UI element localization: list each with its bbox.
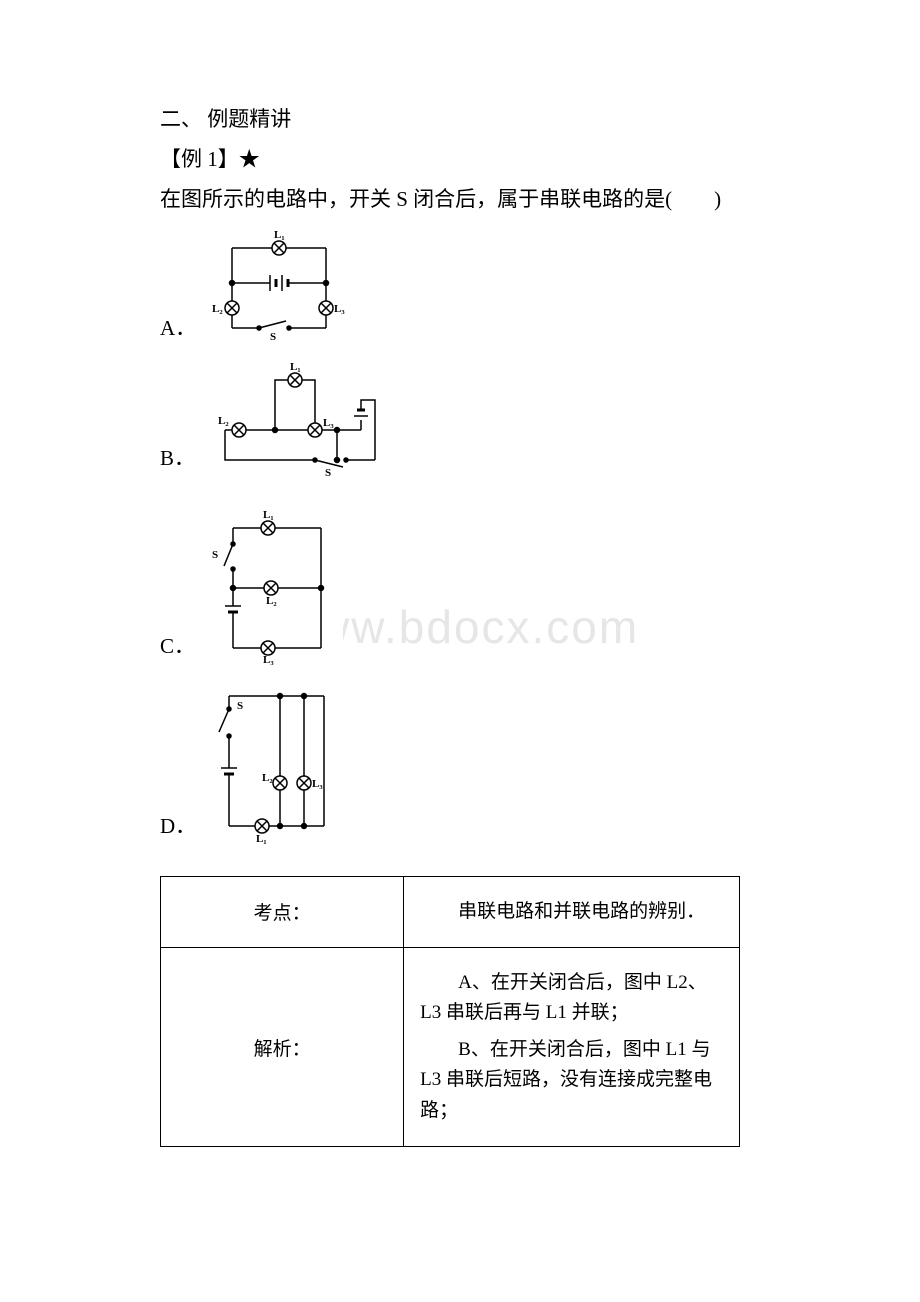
label-l2: L₂ — [262, 772, 273, 784]
option-d-label: D． — [160, 810, 196, 846]
option-c-label: C． — [160, 630, 195, 666]
question-text: 在图所示的电路中，开关 S 闭合后，属于串联电路的是( ) — [160, 180, 780, 220]
label-l1: L₁ — [290, 361, 301, 373]
label-l2: L₂ — [212, 303, 223, 315]
label-l3: L₃ — [312, 778, 323, 790]
option-a-row: A． — [160, 228, 780, 348]
label-l1: L₁ — [274, 229, 285, 241]
label-s: S — [270, 331, 276, 343]
cell-jiexi-value: A、在开关闭合后，图中 L2、L3 串联后再与 L1 并联； B、在开关闭合后，… — [404, 948, 740, 1147]
label-s: S — [237, 700, 243, 712]
cell-kaodian-value: 串联电路和并联电路的辨别． — [404, 876, 740, 947]
circuit-diagram-d: S L₂ L₃ L₁ — [204, 676, 344, 846]
label-s: S — [325, 467, 331, 478]
table-row: 解析： A、在开关闭合后，图中 L2、L3 串联后再与 L1 并联； B、在开关… — [161, 948, 740, 1147]
analysis-table: 考点： 串联电路和并联电路的辨别． 解析： A、在开关闭合后，图中 L2、L3 … — [160, 876, 740, 1147]
label-s: S — [212, 549, 218, 561]
jiexi-p1: A、在开关闭合后，图中 L2、L3 串联后再与 L1 并联； — [420, 968, 723, 1029]
label-l2: L₂ — [266, 595, 277, 607]
kaodian-text: 串联电路和并联电路的辨别． — [420, 897, 723, 927]
cell-jiexi-label: 解析： — [161, 948, 404, 1147]
jiexi-p2: B、在开关闭合后，图中 L1 与 L3 串联后短路，没有连接成完整电路； — [420, 1035, 723, 1126]
cell-kaodian-label: 考点： — [161, 876, 404, 947]
label-l2: L₂ — [218, 415, 229, 427]
label-l1: L₁ — [256, 833, 267, 845]
table-row: 考点： 串联电路和并联电路的辨别． — [161, 876, 740, 947]
label-l3: L₃ — [323, 417, 334, 429]
option-b-row: B． — [160, 358, 780, 478]
label-l1: L₁ — [263, 509, 274, 521]
label-l3: L₃ — [263, 654, 274, 666]
section-heading: 二、 例题精讲 — [160, 100, 780, 140]
label-l3: L₃ — [334, 303, 345, 315]
example-label: 【例 1】★ — [160, 140, 780, 180]
circuit-diagram-b: L₁ L₂ L₃ S — [203, 358, 393, 478]
option-a-label: A． — [160, 312, 196, 348]
circuit-diagram-c: L₁ L₂ L₃ S — [203, 506, 343, 666]
circuit-diagram-a: L₁ L₂ L₃ S — [204, 228, 354, 348]
option-c-row: C． — [160, 506, 780, 666]
option-b-label: B． — [160, 442, 195, 478]
option-d-row: D． — [160, 676, 780, 846]
